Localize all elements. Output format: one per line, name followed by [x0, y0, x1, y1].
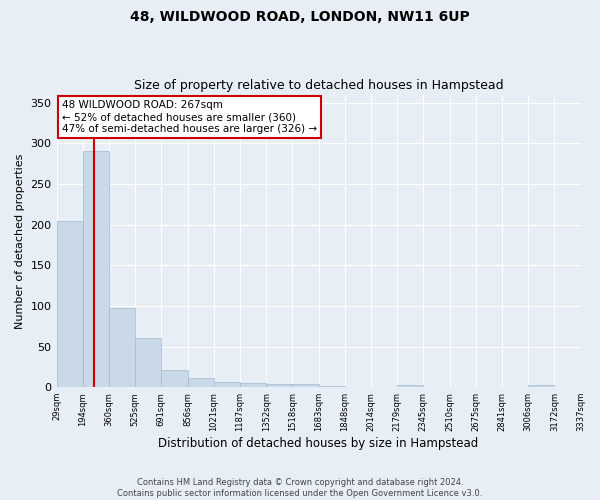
Bar [528, 385, 554, 387]
Bar [109, 308, 135, 387]
X-axis label: Distribution of detached houses by size in Hampstead: Distribution of detached houses by size … [158, 437, 479, 450]
Title: Size of property relative to detached houses in Hampstead: Size of property relative to detached ho… [134, 79, 503, 92]
Bar [266, 384, 292, 387]
Text: 48 WILDWOOD ROAD: 267sqm
← 52% of detached houses are smaller (360)
47% of semi-: 48 WILDWOOD ROAD: 267sqm ← 52% of detach… [62, 100, 317, 134]
Text: Contains HM Land Registry data © Crown copyright and database right 2024.
Contai: Contains HM Land Registry data © Crown c… [118, 478, 482, 498]
Bar [135, 338, 161, 387]
Text: 48, WILDWOOD ROAD, LONDON, NW11 6UP: 48, WILDWOOD ROAD, LONDON, NW11 6UP [130, 10, 470, 24]
Bar [319, 386, 345, 387]
Y-axis label: Number of detached properties: Number of detached properties [15, 153, 25, 328]
Bar [397, 385, 424, 387]
Bar [83, 152, 109, 387]
Bar [214, 382, 240, 387]
Bar [188, 378, 214, 387]
Bar [161, 370, 188, 387]
Bar [240, 383, 266, 387]
Bar [292, 384, 319, 387]
Bar [56, 222, 83, 387]
